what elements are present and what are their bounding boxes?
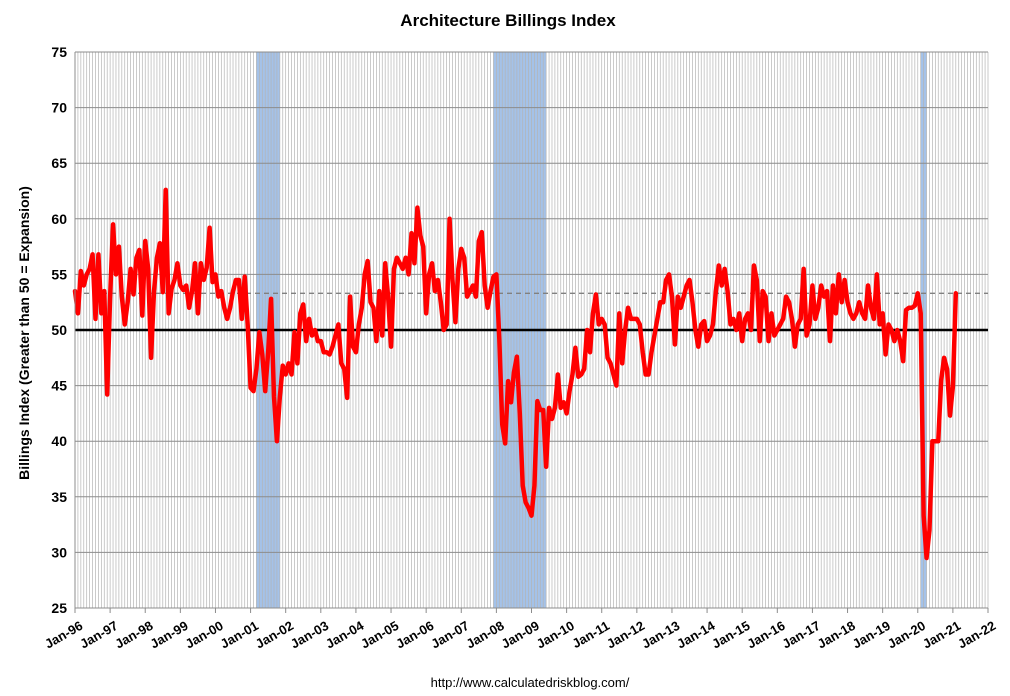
series-layer [72, 187, 959, 561]
y-tick-label: 65 [51, 155, 67, 171]
y-tick-label: 40 [51, 433, 67, 449]
y-tick-labels: 25 30 35 40 45 50 55 60 65 70 75 [51, 44, 67, 616]
y-tick-label: 30 [51, 544, 67, 560]
y-tick-label: 35 [51, 489, 67, 505]
y-axis-label: Billings Index (Greater than 50 = Expans… [16, 186, 32, 480]
y-tick-label: 60 [51, 211, 67, 227]
series-line [72, 187, 959, 561]
y-tick-label: 70 [51, 100, 67, 116]
y-tick-label: 75 [51, 44, 67, 60]
horizontal-gridlines [75, 51, 988, 609]
y-tick-label: 45 [51, 378, 67, 394]
y-tick-label: 25 [51, 600, 67, 616]
chart-title: Architecture Billings Index [400, 11, 616, 30]
y-tick-label: 55 [51, 266, 67, 282]
y-tick-label: 50 [51, 322, 67, 338]
source-url: http://www.calculatedriskblog.com/ [431, 675, 630, 690]
